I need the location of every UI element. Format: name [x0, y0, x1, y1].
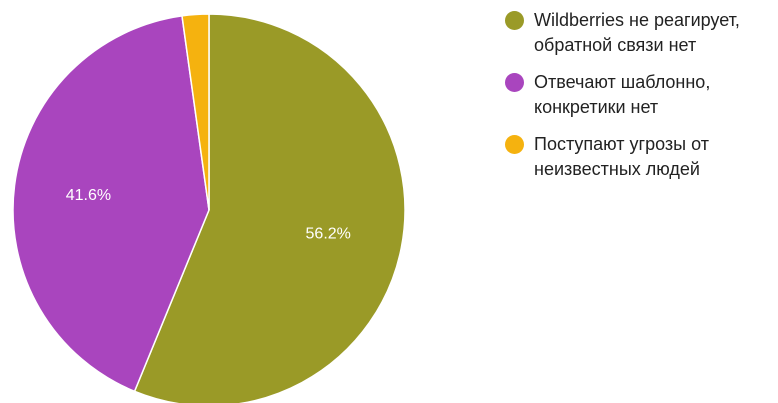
legend-item: Поступают угрозы от неизвестных людей — [505, 132, 773, 182]
legend-item: Отвечают шаблонно, конкретики нет — [505, 70, 773, 120]
legend-swatch — [505, 135, 524, 154]
legend-label: Wildberries не реагирует, обратной связи… — [534, 10, 740, 55]
legend-swatch — [505, 11, 524, 30]
pie-slice — [133, 13, 406, 403]
legend-label: Поступают угрозы от неизвестных людей — [534, 134, 709, 179]
slice-value-label: 56.2% — [306, 226, 351, 243]
chart-legend: Wildberries не реагирует, обратной связи… — [505, 8, 773, 194]
pie-slice — [12, 15, 210, 393]
legend-label: Отвечают шаблонно, конкретики нет — [534, 72, 711, 117]
legend-item: Wildberries не реагирует, обратной связи… — [505, 8, 773, 58]
slice-value-label: 41.6% — [66, 187, 111, 204]
pie-slice — [181, 13, 210, 211]
legend-swatch — [505, 73, 524, 92]
pie-chart: 56.2% 41.6% — [12, 13, 406, 403]
